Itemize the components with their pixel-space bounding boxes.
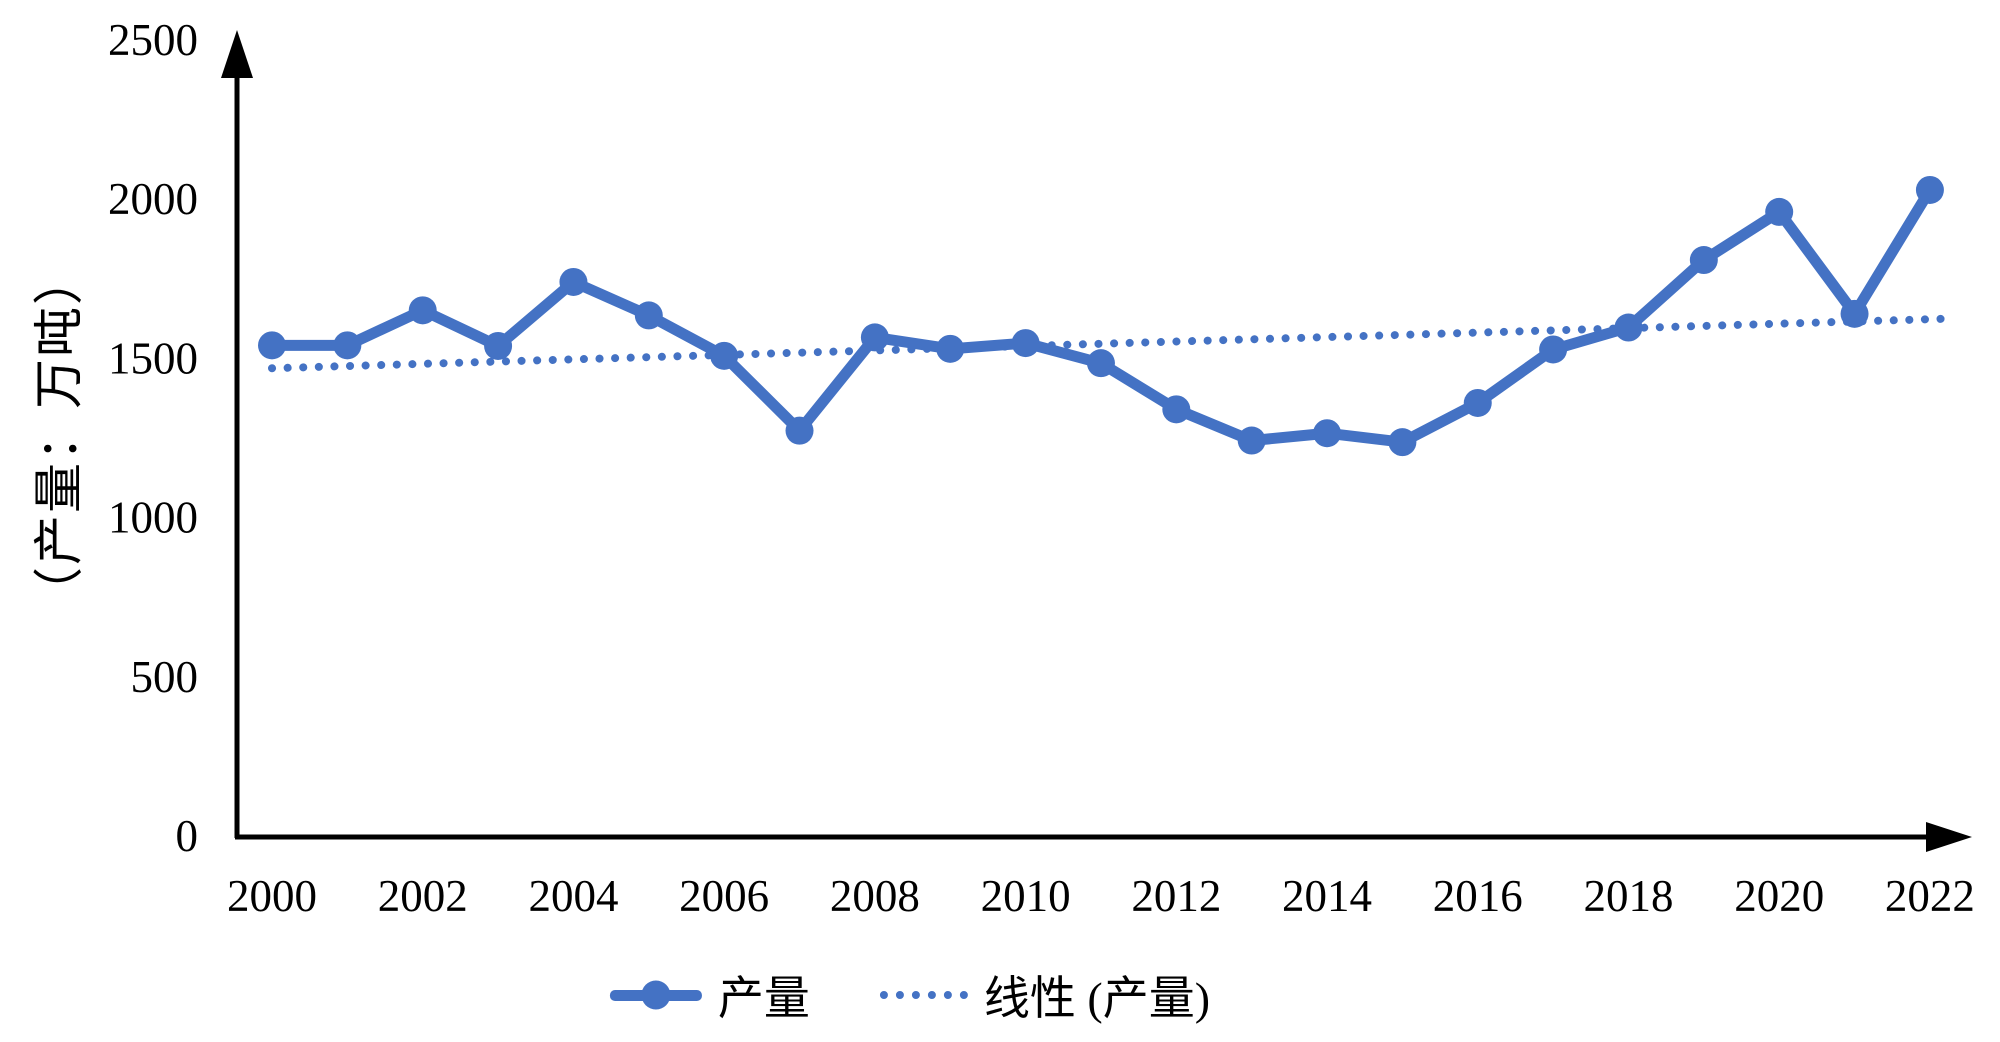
y-tick-label: 2500 bbox=[108, 15, 198, 65]
x-axis-arrow-icon bbox=[1926, 822, 1972, 852]
y-tick-label: 1000 bbox=[108, 493, 198, 543]
data-point-marker bbox=[333, 331, 362, 360]
series-marker-icon bbox=[641, 980, 671, 1010]
data-point-marker bbox=[1086, 349, 1115, 378]
y-tick-label: 500 bbox=[131, 652, 199, 702]
data-point-marker bbox=[860, 323, 889, 352]
x-tick-label: 2000 bbox=[227, 871, 317, 921]
data-point-marker bbox=[484, 331, 513, 360]
data-point-marker bbox=[1689, 246, 1718, 275]
x-tick-label: 2014 bbox=[1282, 871, 1372, 921]
x-tick-label: 2004 bbox=[528, 871, 618, 921]
x-tick-label: 2012 bbox=[1131, 871, 1221, 921]
legend-label-series: 产量 bbox=[717, 973, 810, 1024]
series-line-path bbox=[266, 184, 1936, 448]
data-point-marker bbox=[936, 334, 965, 363]
data-point-marker bbox=[634, 301, 663, 330]
x-tick-label: 2016 bbox=[1433, 871, 1523, 921]
y-tick-label: 1500 bbox=[108, 333, 198, 383]
data-point-marker bbox=[559, 267, 588, 296]
data-point-marker bbox=[1237, 426, 1266, 455]
x-tick-label: 2020 bbox=[1734, 871, 1824, 921]
x-tick-label: 2010 bbox=[981, 871, 1071, 921]
legend-item-series: 产量 bbox=[609, 962, 810, 1028]
data-point-marker bbox=[785, 416, 814, 445]
y-tick-label: 2000 bbox=[108, 174, 198, 224]
legend-label-trendline: 线性 (产量) bbox=[983, 973, 1211, 1024]
y-tick-label: 0 bbox=[176, 811, 199, 861]
series-line-swatch-icon bbox=[609, 980, 702, 1010]
data-point-marker bbox=[1162, 395, 1191, 424]
data-point-marker bbox=[1765, 197, 1794, 226]
x-tick-label: 2006 bbox=[679, 871, 769, 921]
data-point-marker bbox=[258, 331, 286, 360]
data-point-marker bbox=[1463, 388, 1492, 417]
data-point-marker bbox=[1313, 419, 1342, 448]
legend: 产量 线性 (产量) bbox=[609, 962, 1211, 1028]
data-point-marker bbox=[1915, 175, 1944, 204]
x-tick-label: 2008 bbox=[830, 871, 920, 921]
y-axis-arrow-icon bbox=[221, 30, 253, 78]
legend-item-trendline: 线性 (产量) bbox=[879, 962, 1211, 1028]
x-tick-label: 2002 bbox=[378, 871, 468, 921]
y-axis-title: （产量：万吨） bbox=[31, 253, 87, 617]
trendline-path bbox=[268, 314, 1948, 373]
trendline-swatch-icon bbox=[879, 991, 968, 999]
x-tick-label: 2022 bbox=[1885, 871, 1975, 921]
data-point-marker bbox=[1388, 428, 1417, 457]
data-point-marker bbox=[1011, 329, 1040, 358]
x-tick-label: 2018 bbox=[1583, 871, 1673, 921]
data-point-marker bbox=[1539, 335, 1568, 364]
data-point-marker bbox=[408, 296, 437, 325]
